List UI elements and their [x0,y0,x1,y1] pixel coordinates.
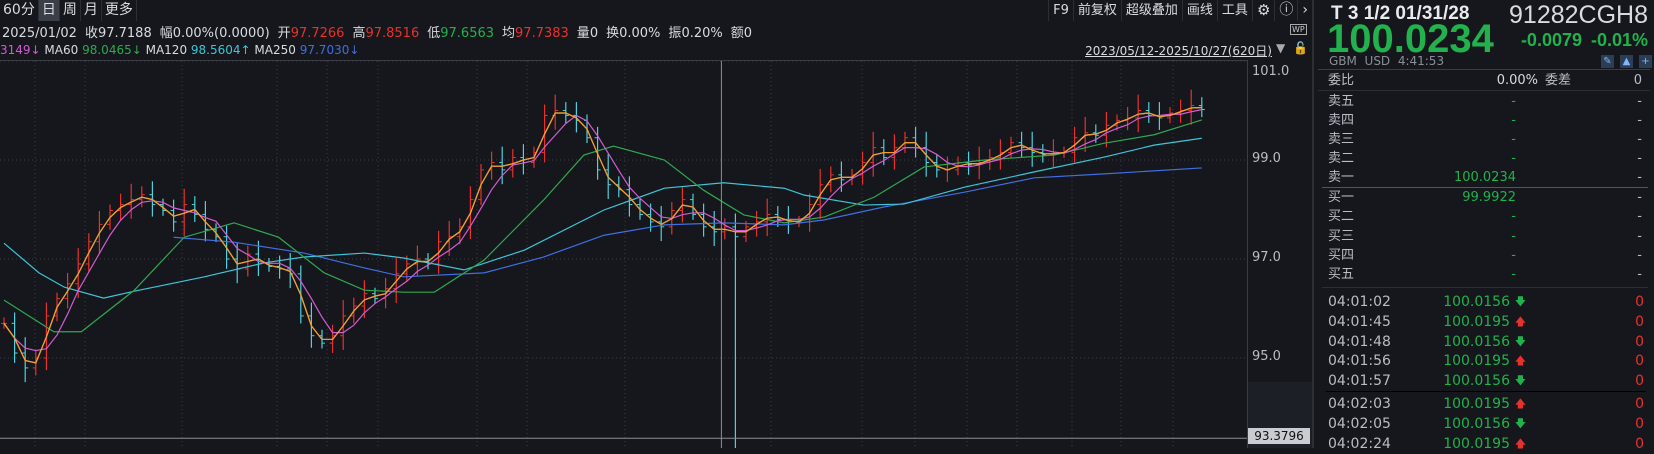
ma120-line [3,137,1202,299]
bid-row: 买二 - - [1328,209,1642,225]
ask-row: 卖二 - - [1328,151,1642,166]
ma60-line [3,119,1202,333]
ma20-line [3,109,1202,352]
instrument-name: T 3 1/2 01/31/28 [1331,3,1470,24]
arrow-up-icon: 🡅 [1514,436,1526,450]
period-tabs: 60分 日 周 月 更多 [0,0,137,21]
lock-icon[interactable]: 🔓 [1293,41,1308,55]
dropdown-triangle-icon[interactable]: ▼ [1276,41,1286,55]
tab-more[interactable]: 更多 [102,0,137,21]
order-ratio-row: 委比 0.00% 委差 0 [1328,73,1642,88]
ma5-line [3,106,1202,364]
divider [1318,69,1650,70]
f9-button[interactable]: F9 [1048,0,1073,21]
date-range[interactable]: 2023/05/12-2025/10/27(620日) [1085,44,1272,58]
tab-60min[interactable]: 60分 [0,0,39,21]
gear-icon[interactable]: ⚙ [1251,0,1274,21]
arrow-up-icon: 🡅 [1514,354,1526,368]
y-tick: 97.0 [1252,250,1281,265]
divider [1318,90,1650,91]
chevron-right-icon[interactable]: › [1297,0,1312,21]
ask-row: 卖四 - - [1328,113,1642,128]
trade-row: 04:01:56 100.0195 🡅 0 [1328,353,1644,370]
bid-row: 买一 99.9922- [1328,190,1642,205]
bid-row: 买四 - - [1328,247,1642,263]
trade-row: 04:01:45 100.0195 🡅 0 [1328,313,1644,330]
trade-row: 04:01:02 100.0156 🡇 0 [1328,294,1644,310]
last-price: 100.0234 [1327,17,1494,61]
price-change-pct: -0.01% [1590,30,1648,50]
candlestick-chart[interactable] [0,0,1248,448]
price-change: -0.0079 [1520,30,1582,50]
trade-row: 04:01:48 100.0156 🡇 0 [1328,333,1644,350]
question-icon[interactable]: ⓘ [1274,0,1297,21]
axis-border [1247,60,1248,448]
ask-row: 卖三 - - [1328,132,1642,147]
tools-button[interactable]: 工具 [1216,0,1252,21]
overlay-button[interactable]: 超级叠加 [1120,0,1182,21]
arrow-down-icon: 🡇 [1514,374,1526,388]
trade-row: 04:02:03 100.0195 🡅 0 [1328,396,1644,412]
quote-meta: GBM USD 4:41:53 [1329,54,1445,68]
bid-row: 买三 - - [1328,228,1642,244]
trade-row: 04:02:05 100.0156 🡇 0 [1328,415,1644,432]
trade-row: 04:01:57 100.0156 🡇 0 [1328,373,1644,390]
tab-weekly[interactable]: 周 [60,0,81,21]
ohlc-info: 2025/01/02 收97.7188 幅0.00%(0.0000) 开97.7266… [2,26,753,41]
arrow-down-icon: 🡇 [1514,334,1526,348]
arrow-up-icon: 🡅 [1514,397,1526,410]
cursor-price-label: 93.3796 [1248,428,1310,444]
ma-legend: 3149↓ MA60 98.0465↓ MA120 98.5604↑ MA250… [0,43,360,57]
date: 2025/01/02 [2,26,77,41]
ma20-value: 3149↓ [0,43,41,57]
arrow-up-icon: 🡅 [1514,314,1526,328]
divider [1322,287,1648,288]
draw-button[interactable]: 画线 [1181,0,1217,21]
bell-icon[interactable]: ▲ [1620,55,1633,68]
bid-row: 买五 - - [1328,267,1642,283]
instrument-code: 91282CGH8 [1509,1,1648,29]
arrow-down-icon: 🡇 [1514,295,1526,308]
adjust-button[interactable]: 前复权 [1072,0,1121,21]
ma250-line [173,167,1202,278]
pencil-icon[interactable]: ✎ [1601,55,1614,68]
book-divider [1322,187,1648,188]
ask-row: 卖一 100.0234- [1328,170,1642,185]
arrow-down-icon: 🡇 [1514,416,1526,430]
plus-icon[interactable]: + [1639,55,1652,68]
y-tick: 101.0 [1252,64,1290,79]
ask-row: 卖五 - - [1328,94,1642,109]
chart-tools: F9 前复权 超级叠加 画线 工具 ⚙ ⓘ › [1048,0,1312,21]
chart-top-border [0,60,1248,61]
trade-row: 04:02:24 100.0195 🡅 0 [1328,435,1644,452]
tab-monthly[interactable]: 月 [81,0,102,21]
panel-divider [1312,0,1314,448]
y-tick: 99.0 [1252,151,1281,166]
tab-daily[interactable]: 日 [38,0,60,21]
wp-icon[interactable]: WP [1290,24,1307,35]
divider [1326,391,1646,392]
y-tick: 95.0 [1252,349,1281,364]
